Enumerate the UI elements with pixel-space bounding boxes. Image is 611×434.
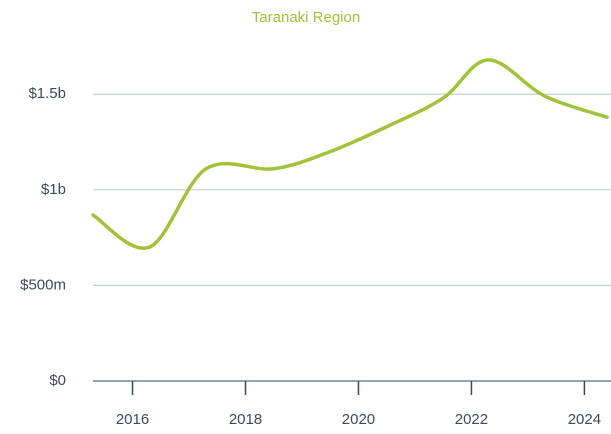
- x-tick-label: 2018: [229, 411, 262, 428]
- y-tick-label: $1b: [41, 181, 66, 198]
- y-tick-label: $0: [49, 372, 66, 389]
- chart-title: Taranaki Region: [252, 9, 360, 26]
- y-tick-label: $500m: [20, 276, 66, 293]
- x-tick-label: 2020: [342, 411, 375, 428]
- y-tick-label: $1.5b: [28, 85, 66, 102]
- x-tick-label: 2024: [568, 411, 601, 428]
- line: [91, 58, 609, 251]
- x-tick-label: 2022: [455, 411, 488, 428]
- x-tick-label: 2016: [116, 411, 149, 428]
